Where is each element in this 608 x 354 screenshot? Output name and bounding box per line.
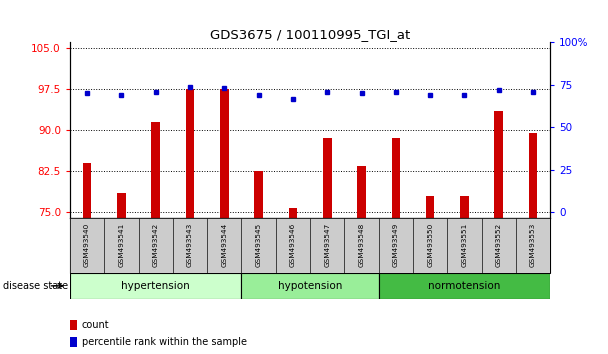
Bar [241, 273, 379, 299]
Text: hypotension: hypotension [278, 281, 342, 291]
Bar [70, 320, 77, 330]
Bar [426, 196, 435, 218]
Bar [185, 89, 195, 218]
Text: GSM493546: GSM493546 [290, 223, 296, 267]
Text: GSM493544: GSM493544 [221, 223, 227, 267]
Text: GSM493540: GSM493540 [84, 223, 90, 267]
Text: percentile rank within the sample: percentile rank within the sample [82, 337, 247, 347]
Bar [70, 337, 77, 347]
Bar [413, 218, 447, 273]
Bar [344, 218, 379, 273]
Text: count: count [82, 320, 109, 330]
Bar [104, 218, 139, 273]
Bar [323, 138, 331, 218]
Bar [139, 218, 173, 273]
Bar [392, 138, 400, 218]
Bar [151, 122, 160, 218]
Text: GSM493545: GSM493545 [255, 223, 261, 267]
Bar [276, 218, 310, 273]
Text: GSM493547: GSM493547 [324, 223, 330, 267]
Bar [220, 89, 229, 218]
Title: GDS3675 / 100110995_TGI_at: GDS3675 / 100110995_TGI_at [210, 28, 410, 41]
Text: hypertension: hypertension [122, 281, 190, 291]
Bar [358, 166, 366, 218]
Bar [529, 133, 537, 218]
Text: GSM493551: GSM493551 [461, 223, 468, 267]
Bar [70, 218, 104, 273]
Bar [516, 218, 550, 273]
Text: disease state: disease state [3, 281, 68, 291]
Bar [289, 208, 297, 218]
Text: GSM493541: GSM493541 [119, 223, 125, 267]
Bar [83, 163, 91, 218]
Text: GSM493548: GSM493548 [359, 223, 365, 267]
Bar [482, 218, 516, 273]
Bar [70, 273, 241, 299]
Text: GSM493552: GSM493552 [496, 223, 502, 267]
Text: GSM493542: GSM493542 [153, 223, 159, 267]
Bar [173, 218, 207, 273]
Text: GSM493549: GSM493549 [393, 223, 399, 267]
Bar [310, 218, 344, 273]
Bar [460, 196, 469, 218]
Text: normotension: normotension [428, 281, 500, 291]
Bar [379, 218, 413, 273]
Bar [447, 218, 482, 273]
Bar [207, 218, 241, 273]
Bar [241, 218, 276, 273]
Text: GSM493550: GSM493550 [427, 223, 433, 267]
Text: GSM493543: GSM493543 [187, 223, 193, 267]
Bar [494, 111, 503, 218]
Bar [254, 171, 263, 218]
Text: GSM493553: GSM493553 [530, 223, 536, 267]
Bar [379, 273, 550, 299]
Bar [117, 193, 126, 218]
